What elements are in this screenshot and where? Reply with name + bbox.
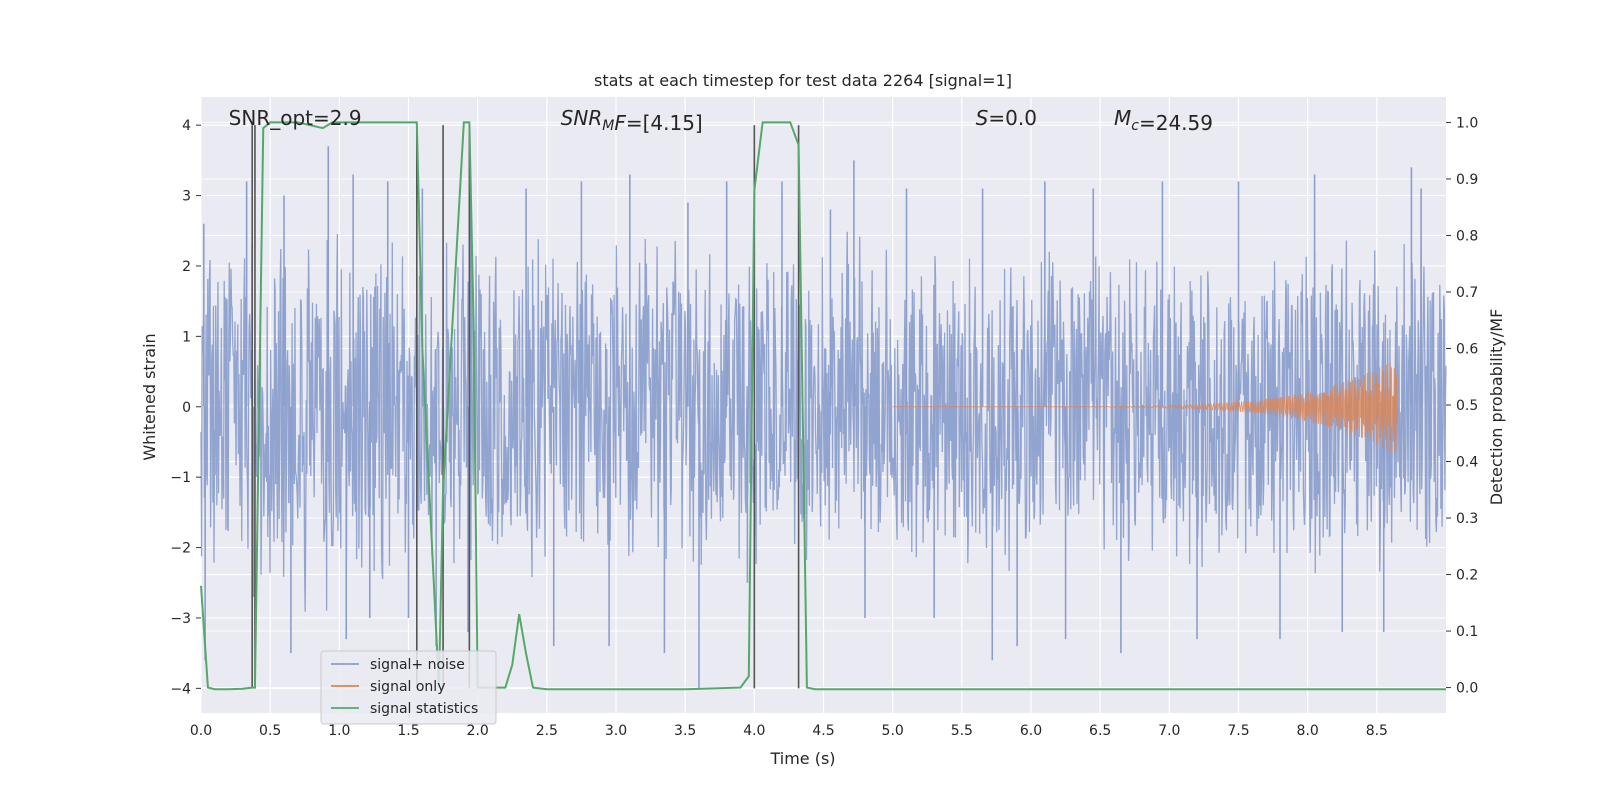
y-tick-label: 2 (182, 259, 191, 275)
annotations: SNR_opt=2.9 SNRMF=[4.15] S=0.0 Mc=24.59 (229, 106, 1213, 135)
signal-noise-series (200, 146, 1447, 689)
x-tick-label: 2.0 (467, 723, 489, 739)
y2-tick-label: 0.1 (1456, 624, 1478, 640)
x-tick-label: 5.5 (951, 723, 973, 739)
signal-only-series (892, 359, 1399, 454)
x-tick-label: 1.5 (397, 723, 419, 739)
chart-title: stats at each timestep for test data 226… (594, 71, 1012, 90)
legend-label-signal-only: signal only (370, 679, 445, 695)
tick-labels: 0.0 0.5 1.0 1.5 2.0 2.5 3.0 3.5 4.0 4.5 5.0 5.5 6.0 6… (170, 115, 1478, 739)
x-tick-label: 2.5 (536, 723, 558, 739)
x-tick-label: 0.5 (259, 723, 281, 739)
x-tick-label: 6.0 (1020, 723, 1042, 739)
y2-tick-label: 0.8 (1456, 228, 1478, 244)
y2-tick-label: 0.0 (1456, 681, 1478, 697)
y-tick-label: 1 (182, 329, 191, 345)
y2-tick-label: 0.6 (1456, 341, 1478, 357)
y-tick-label: −3 (170, 611, 191, 627)
y2-axis-label: Detection probability/MF (1487, 309, 1506, 506)
annotation-text: S=0.0 (976, 106, 1037, 130)
signal-only-line (892, 359, 1399, 454)
legend-label-signal-statistics: signal statistics (370, 701, 478, 717)
y-tick-label: −4 (170, 681, 191, 697)
y2-tick-label: 1.0 (1456, 115, 1478, 131)
legend-label-signal-noise: signal+ noise (370, 657, 465, 673)
y2-tick-label: 0.2 (1456, 568, 1478, 584)
x-tick-label: 7.5 (1227, 723, 1249, 739)
y-tick-label: 4 (182, 118, 191, 134)
x-axis-label: Time (s) (769, 749, 835, 768)
y2-tick-label: 0.9 (1456, 172, 1478, 188)
y2-tick-label: 0.4 (1456, 455, 1478, 471)
y-tick-label: 3 (182, 189, 191, 205)
legend-box (320, 650, 497, 725)
x-tick-label: 7.0 (1158, 723, 1180, 739)
x-tick-label: 3.0 (605, 723, 627, 739)
y-axis-label: Whitened strain (140, 333, 159, 460)
x-tick-label: 3.5 (674, 723, 696, 739)
annotation-text: Mc=24.59 (1114, 106, 1213, 135)
x-tick-label: 4.0 (743, 723, 765, 739)
y-tick-label: −2 (170, 541, 191, 557)
y2-tick-label: 0.7 (1456, 285, 1478, 301)
x-tick-label: 5.0 (882, 723, 904, 739)
x-tick-label: 8.5 (1366, 723, 1388, 739)
y-tick-label: −1 (170, 470, 191, 486)
annotation-text: SNR_opt=2.9 (229, 106, 362, 130)
x-tick-label: 8.0 (1297, 723, 1319, 739)
x-tick-label: 0.0 (190, 723, 212, 739)
y2-tick-label: 0.3 (1456, 511, 1478, 527)
x-tick-label: 1.0 (328, 723, 350, 739)
annotation-text: SNRMF=[4.15] (561, 106, 703, 135)
y2-tick-label: 0.5 (1456, 398, 1478, 414)
x-tick-label: 4.5 (812, 723, 834, 739)
legend: signal+ noise signal only signal statist… (320, 650, 497, 725)
y-tick-label: 0 (182, 400, 191, 416)
x-tick-label: 6.5 (1089, 723, 1111, 739)
